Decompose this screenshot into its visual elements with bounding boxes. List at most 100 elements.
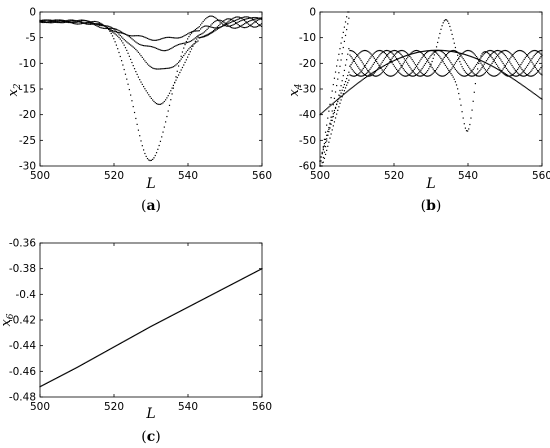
data-point — [187, 41, 189, 44]
data-point — [193, 29, 195, 32]
data-point — [397, 70, 399, 72]
data-point — [159, 103, 162, 105]
data-point — [378, 49, 380, 52]
data-point — [523, 51, 525, 53]
data-point — [249, 25, 251, 27]
data-point — [124, 73, 127, 75]
data-point — [100, 24, 102, 27]
data-point — [259, 269, 261, 271]
data-point — [424, 52, 427, 55]
data-point — [126, 339, 128, 341]
data-point — [453, 67, 455, 69]
data-point — [211, 31, 213, 34]
data-point — [135, 35, 137, 37]
data-point — [218, 27, 220, 29]
data-point — [352, 75, 354, 77]
data-point — [52, 20, 54, 22]
data-point — [342, 93, 344, 95]
data-point — [196, 27, 198, 30]
data-point — [470, 50, 472, 52]
data-point — [411, 58, 413, 61]
data-point — [510, 56, 512, 58]
data-point — [475, 58, 478, 60]
data-point — [371, 74, 373, 76]
data-point — [362, 50, 364, 52]
data-point — [334, 107, 337, 109]
data-point — [247, 17, 250, 20]
data-point — [47, 19, 49, 21]
data-point — [497, 49, 499, 52]
data-point — [373, 71, 375, 73]
data-point — [501, 69, 503, 72]
data-point — [524, 75, 526, 77]
data-point — [447, 50, 449, 52]
data-point — [452, 51, 454, 53]
data-point — [133, 68, 136, 70]
data-point — [339, 96, 341, 99]
data-point — [150, 159, 152, 161]
data-point — [113, 32, 115, 34]
data-point — [76, 21, 79, 23]
data-point — [353, 58, 356, 61]
data-point — [440, 75, 442, 77]
data-point — [358, 75, 360, 77]
data-point — [504, 65, 506, 67]
data-point — [394, 73, 397, 75]
data-point — [111, 347, 113, 349]
data-point — [98, 23, 101, 26]
data-point — [207, 16, 209, 18]
data-point — [213, 293, 215, 295]
data-point — [484, 69, 486, 71]
data-point — [499, 52, 501, 54]
data-point — [257, 269, 259, 272]
data-point — [47, 21, 49, 24]
ylabel-c: x6 — [0, 313, 16, 326]
data-point — [469, 72, 471, 75]
data-point — [126, 41, 128, 43]
data-point — [464, 75, 467, 77]
data-point — [110, 26, 112, 28]
data-point — [80, 19, 83, 21]
data-point — [522, 85, 524, 87]
data-point — [370, 56, 372, 58]
data-point — [493, 60, 495, 62]
data-point — [387, 63, 389, 65]
data-point — [112, 346, 114, 349]
data-point — [254, 16, 256, 19]
data-point — [109, 29, 111, 31]
data-point — [183, 64, 185, 66]
data-point — [165, 318, 167, 320]
data-point — [43, 21, 45, 23]
data-point — [163, 67, 165, 70]
data-point — [198, 26, 200, 28]
data-point — [41, 21, 44, 24]
data-point — [386, 63, 388, 65]
data-point — [509, 61, 511, 63]
data-point — [468, 128, 470, 130]
data-point — [393, 74, 395, 76]
data-point — [518, 74, 520, 77]
data-point — [216, 27, 219, 29]
data-point — [445, 19, 448, 21]
data-point — [166, 97, 168, 99]
data-point — [489, 54, 491, 56]
data-point — [56, 19, 58, 21]
data-point — [193, 38, 195, 40]
data-point — [424, 50, 427, 52]
data-point — [498, 56, 500, 58]
data-point — [181, 42, 184, 45]
data-point — [535, 50, 538, 52]
panel-label-c: (c) — [141, 429, 160, 445]
data-point — [388, 75, 390, 77]
data-point — [474, 82, 476, 85]
data-point — [397, 58, 399, 60]
data-point — [371, 54, 373, 56]
data-point — [97, 355, 99, 357]
data-point — [477, 62, 479, 64]
x-tick-label: 520 — [104, 170, 124, 182]
data-point — [246, 21, 248, 23]
data-point — [521, 62, 523, 64]
data-point — [454, 51, 457, 53]
data-point — [534, 49, 536, 52]
data-point — [445, 54, 448, 56]
